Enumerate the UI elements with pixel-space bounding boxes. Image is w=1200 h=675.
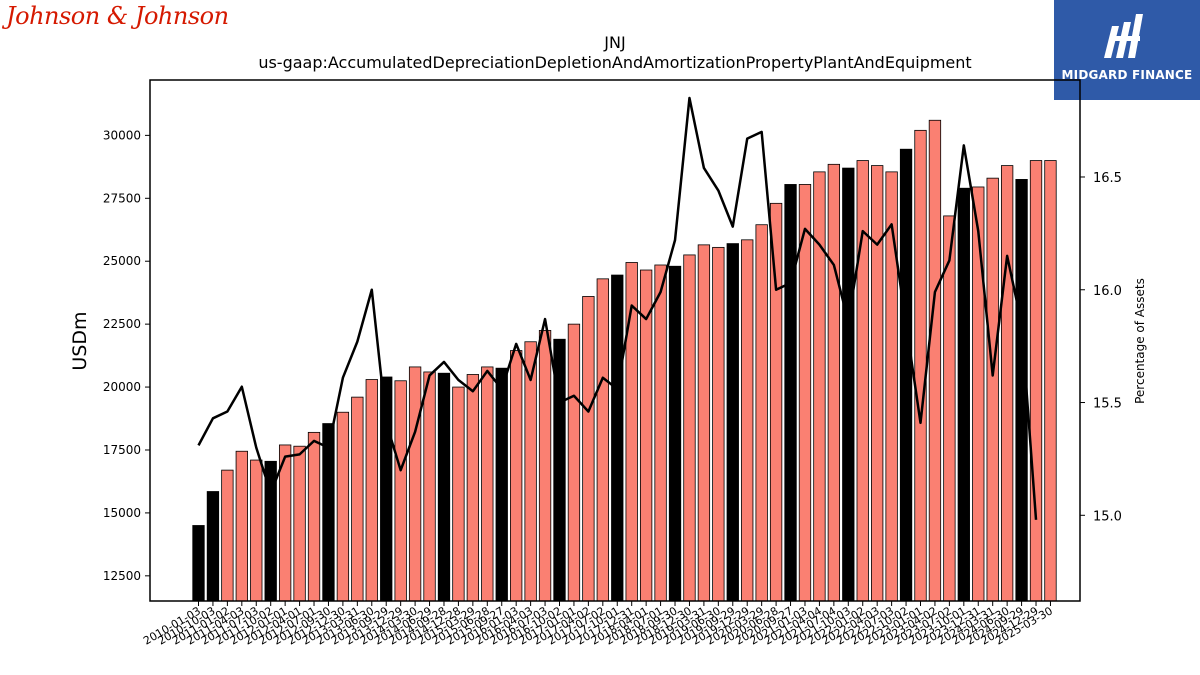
bar-2023-01-01: [914, 129, 927, 602]
y2-axis: 15.0 15.5 16.0 16.5: [1080, 171, 1122, 524]
bar-2023-10-01: [957, 187, 970, 602]
chart-title: JNJ: [603, 33, 625, 52]
y-tick-label-22500: 22500: [103, 317, 141, 331]
y-axis-label: USDm: [69, 311, 91, 370]
bar-2021-04-04: [813, 171, 826, 602]
bar-2010-10-03: [206, 491, 220, 602]
bar-2023-04-02: [928, 119, 942, 602]
bar-2024-03-31: [986, 177, 999, 602]
bar-2015-09-27: [495, 367, 508, 602]
bar-2012-09-30: [322, 423, 335, 602]
bar-2018-07-01: [654, 264, 667, 602]
bar-2013-03-31: [351, 396, 364, 602]
y-tick-label-17500: 17500: [103, 443, 141, 457]
y-axis: 12500 15000 17500 20000 22500 25000 27500 30000: [103, 128, 150, 583]
bar-2017-04-02: [582, 296, 595, 602]
bar-2021-07-04: [827, 163, 841, 602]
bar-2023-07-02: [943, 215, 956, 602]
y-tick-label-15000: 15000: [103, 506, 141, 520]
line-group: [197, 96, 1038, 520]
bar-2017-01-01: [567, 323, 581, 602]
midgard-logo-icon: [1104, 14, 1143, 58]
y2-axis-label: Percentage of Assets: [1133, 278, 1147, 404]
bar-2017-07-02: [596, 278, 609, 602]
bar-2016-01-03: [510, 350, 523, 602]
bar-2018-12-30: [683, 254, 696, 602]
plot-frame: [149, 79, 1081, 602]
y-tick-label-12500: 12500: [103, 569, 141, 583]
bar-2012-12-30: [336, 411, 350, 602]
y2-tick-label-15.5: 15.5: [1093, 397, 1122, 412]
bar-2024-06-30: [1000, 165, 1014, 602]
bar-2014-03-30: [408, 366, 422, 602]
bar-2013-12-29: [394, 380, 407, 602]
bar-2019-09-29: [726, 243, 739, 602]
y-tick-label-25000: 25000: [103, 254, 141, 268]
bar-2025-03-30: [1044, 160, 1057, 602]
bar-2010-01-03: [192, 525, 205, 602]
y-tick-label-20000: 20000: [103, 380, 141, 394]
bar-2011-07-03: [250, 459, 263, 602]
y2-tick-label-16.5: 16.5: [1093, 171, 1122, 186]
bar-2020-06-28: [769, 202, 783, 602]
y-tick-label-30000: 30000: [103, 128, 141, 142]
bar-2014-09-28: [437, 372, 451, 602]
y2-tick-label-15: 15.0: [1093, 509, 1122, 524]
bar-2015-03-29: [466, 374, 480, 602]
bar-2022-04-03: [871, 165, 884, 602]
bar-group: [192, 119, 1057, 602]
bar-2017-12-31: [625, 262, 638, 602]
bar-2019-06-30: [712, 246, 725, 602]
bar-2017-10-01: [611, 274, 624, 602]
percentage-of-assets-line: [197, 96, 1038, 520]
y-tick-label-27500: 27500: [103, 191, 141, 205]
bar-2011-01-02: [221, 469, 234, 602]
x-axis: 2010-01-032010-10-032011-01-022011-04-03…: [141, 601, 1055, 648]
chart-subtitle: us-gaap:AccumulatedDepreciationDepletion…: [258, 53, 971, 72]
bar-2019-03-31: [697, 244, 711, 602]
bar-2020-03-29: [755, 224, 768, 602]
bar-2013-06-30: [365, 379, 378, 602]
bar-2019-12-29: [741, 239, 754, 602]
bar-2021-10-03: [842, 167, 855, 602]
bar-2016-07-03: [538, 330, 552, 602]
bar-2020-09-27: [784, 184, 797, 602]
midgard-finance-badge: MIDGARD FINANCE: [1054, 0, 1200, 100]
bar-2012-07-01: [307, 431, 321, 602]
bar-2022-01-02: [856, 160, 869, 602]
bar-2014-12-28: [452, 386, 465, 602]
bar-2011-04-03: [235, 450, 248, 602]
bar-2022-10-02: [899, 148, 913, 602]
bar-2015-06-28: [481, 366, 494, 602]
bar-2024-12-29: [1029, 160, 1043, 602]
brand-logo: Johnson & Johnson: [6, 2, 229, 30]
bar-2018-09-30: [668, 265, 682, 602]
bar-2014-06-29: [423, 371, 436, 602]
y2-tick-label-16: 16.0: [1093, 284, 1122, 299]
bar-2013-09-29: [380, 376, 393, 602]
bar-2022-07-03: [885, 171, 898, 602]
bar-2023-12-31: [972, 186, 985, 602]
bar-2012-04-01: [293, 445, 306, 602]
badge-label: MIDGARD FINANCE: [1061, 68, 1193, 82]
